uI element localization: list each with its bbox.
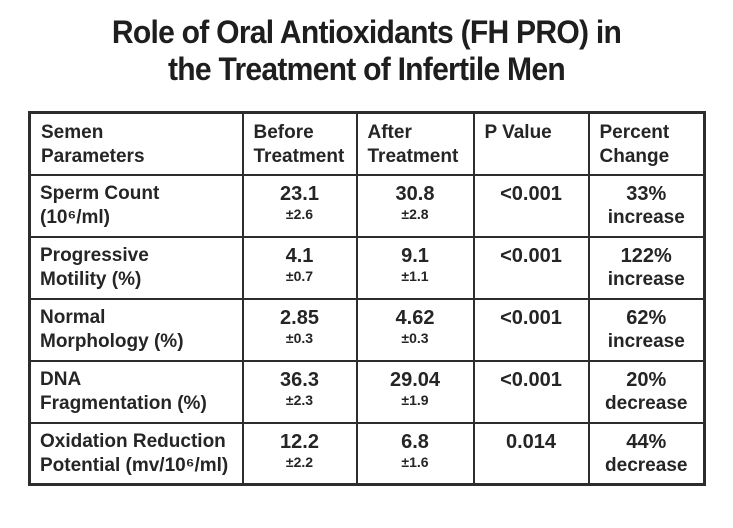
table-row: Oxidation Reduction Potential (mv/10⁶/ml…	[28, 421, 706, 486]
sd-text: ±0.7	[285, 267, 314, 284]
value-text: 30.8	[395, 182, 435, 205]
value-text: <0.001	[500, 182, 562, 205]
after-treatment-cell: 4.62 ±0.3	[355, 297, 475, 362]
column-header-before-treatment: Before Treatment	[241, 111, 358, 176]
parameter-cell: Sperm Count (10⁶/ml)	[28, 173, 244, 238]
p-value-cell: 0.014	[472, 421, 590, 486]
table-header-row: Semen Parameters Before Treatment After …	[28, 111, 706, 176]
sd-text: ±2.6	[285, 205, 314, 222]
value-text: 20%	[626, 368, 667, 391]
page-title: Role of Oral Antioxidants (FH PRO) in th…	[111, 14, 622, 88]
value-text: 4.62	[395, 306, 435, 329]
direction-text: increase	[607, 268, 685, 290]
sd-text: ±0.3	[401, 329, 429, 346]
value-text: 4.1	[285, 244, 314, 267]
value-text: <0.001	[500, 368, 562, 391]
p-value-cell: <0.001	[472, 297, 590, 362]
parameter-cell: DNA Fragmentation (%)	[28, 359, 244, 424]
before-treatment-cell: 4.1 ±0.7	[241, 235, 358, 300]
before-treatment-cell: 36.3 ±2.3	[241, 359, 358, 424]
sd-text: ±2.8	[401, 205, 429, 222]
after-treatment-cell: 29.04 ±1.9	[355, 359, 475, 424]
value-text: 33%	[626, 182, 667, 205]
value-text: 9.1	[401, 244, 429, 267]
percent-change-cell: 20% decrease	[587, 359, 706, 424]
sd-text: ±1.6	[401, 453, 429, 470]
percent-change-cell: 122% increase	[587, 235, 706, 300]
value-text: 62%	[626, 306, 667, 329]
table-row: Progressive Motility (%) 4.1 ±0.7 9.1 ±1…	[28, 235, 706, 300]
direction-text: increase	[607, 206, 685, 228]
percent-change-cell: 62% increase	[587, 297, 706, 362]
after-treatment-cell: 30.8 ±2.8	[355, 173, 475, 238]
value-text: <0.001	[500, 244, 562, 267]
p-value-cell: <0.001	[472, 173, 590, 238]
parameter-cell: Progressive Motility (%)	[28, 235, 244, 300]
direction-text: decrease	[605, 454, 688, 476]
table-row: Sperm Count (10⁶/ml) 23.1 ±2.6 30.8 ±2.8…	[28, 173, 706, 238]
parameter-cell: Normal Morphology (%)	[28, 297, 244, 362]
sd-text: ±0.3	[285, 329, 314, 346]
value-text: 2.85	[280, 306, 319, 329]
value-text: 36.3	[280, 368, 319, 391]
value-text: 0.014	[505, 430, 557, 453]
table-row: Normal Morphology (%) 2.85 ±0.3 4.62 ±0.…	[28, 297, 706, 362]
table-row: DNA Fragmentation (%) 36.3 ±2.3 29.04 ±1…	[28, 359, 706, 424]
direction-text: increase	[607, 330, 685, 352]
sd-text: ±1.1	[401, 267, 429, 284]
parameter-cell: Oxidation Reduction Potential (mv/10⁶/ml…	[28, 421, 244, 486]
column-header-percent-change: Percent Change	[587, 111, 706, 176]
value-text: 44%	[626, 430, 667, 453]
direction-text: decrease	[605, 392, 688, 414]
before-treatment-cell: 2.85 ±0.3	[241, 297, 358, 362]
before-treatment-cell: 12.2 ±2.2	[241, 421, 358, 486]
value-text: <0.001	[500, 306, 562, 329]
column-header-semen-parameters: Semen Parameters	[28, 111, 244, 176]
column-header-after-treatment: After Treatment	[355, 111, 475, 176]
after-treatment-cell: 6.8 ±1.6	[355, 421, 475, 486]
column-header-p-value: P Value	[472, 111, 590, 176]
sd-text: ±2.3	[285, 391, 314, 408]
percent-change-cell: 44% decrease	[587, 421, 706, 486]
semen-parameters-table: Semen Parameters Before Treatment After …	[28, 110, 706, 486]
percent-change-cell: 33% increase	[587, 173, 706, 238]
value-text: 122%	[620, 244, 672, 267]
value-text: 6.8	[401, 430, 429, 453]
before-treatment-cell: 23.1 ±2.6	[241, 173, 358, 238]
value-text: 23.1	[280, 182, 319, 205]
value-text: 12.2	[280, 430, 319, 453]
value-text: 29.04	[389, 368, 441, 391]
after-treatment-cell: 9.1 ±1.1	[355, 235, 475, 300]
sd-text: ±2.2	[285, 453, 314, 470]
p-value-cell: <0.001	[472, 235, 590, 300]
p-value-cell: <0.001	[472, 359, 590, 424]
sd-text: ±1.9	[401, 391, 429, 408]
